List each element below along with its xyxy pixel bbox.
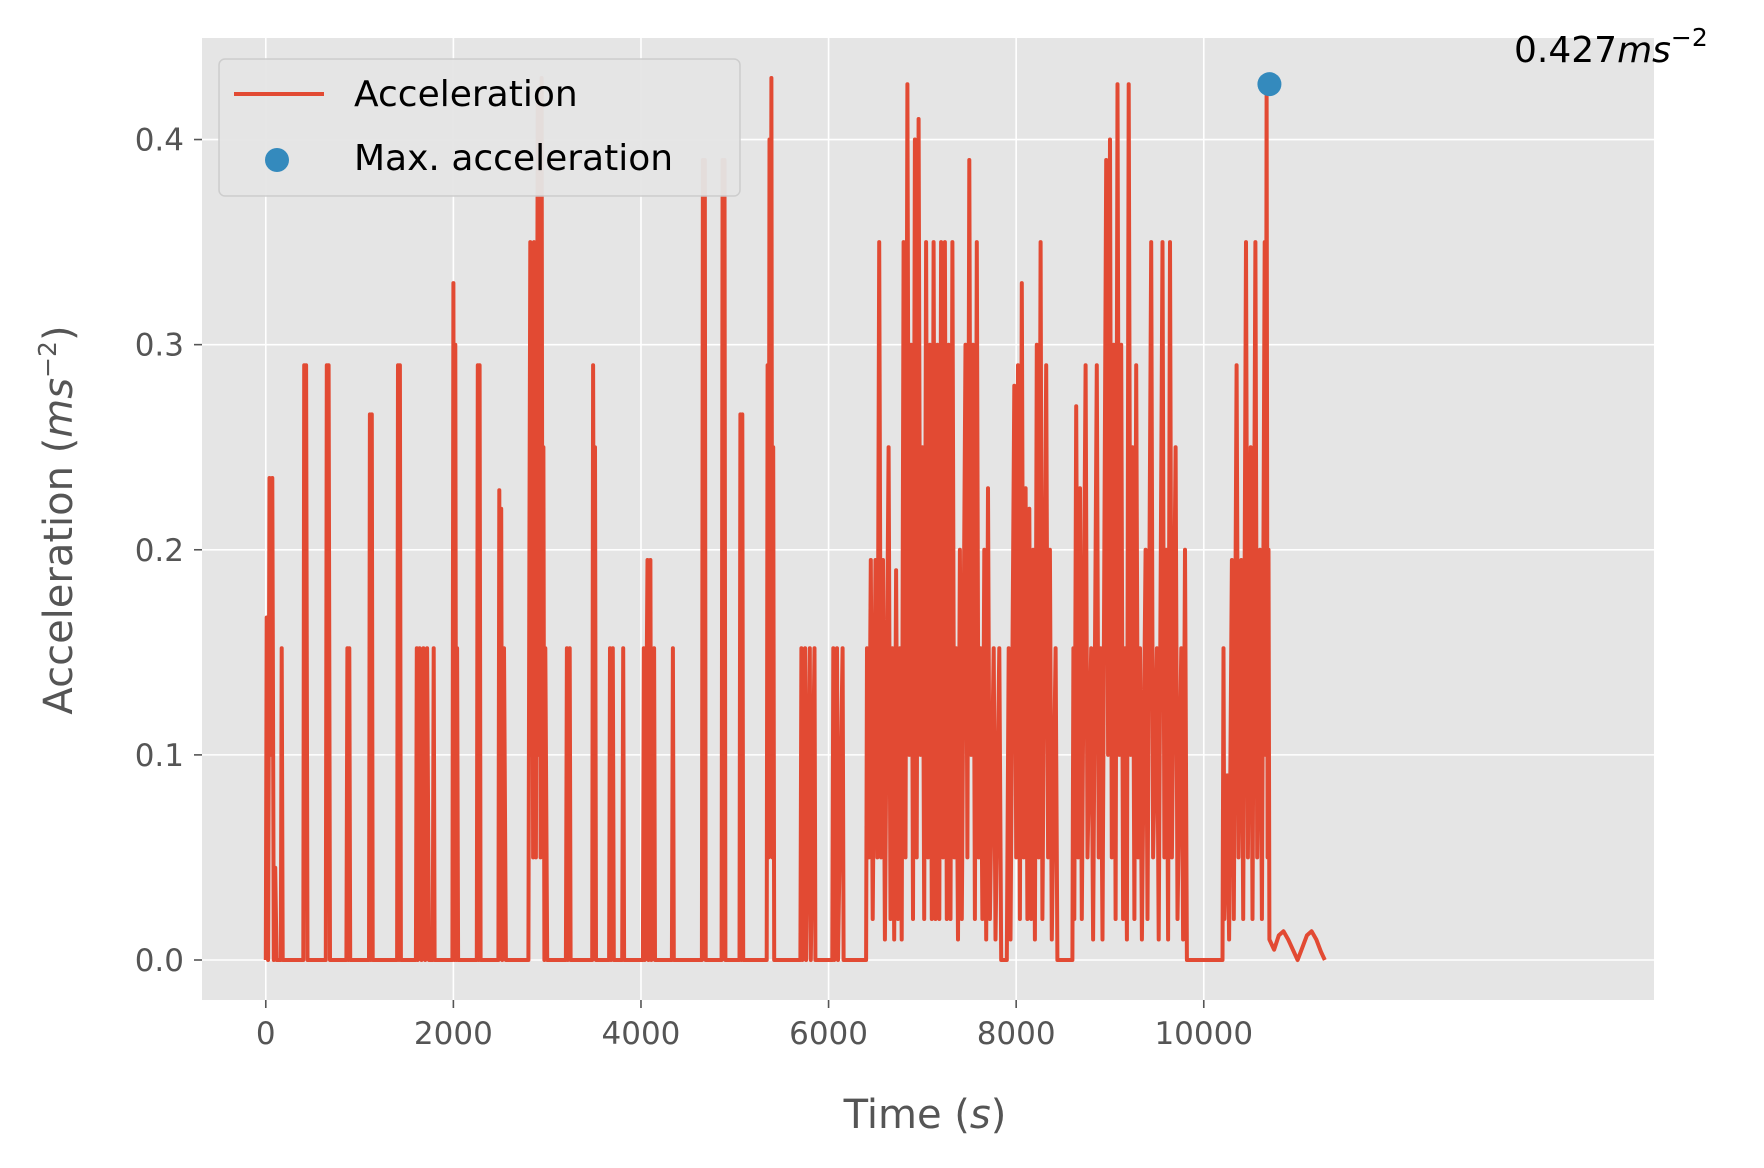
legend-marker-swatch: [265, 148, 289, 172]
y-axis-label: Acceleration (ms−2): [33, 325, 82, 714]
y-axis-label-text: Acceleration (: [36, 438, 82, 715]
x-axis-label-close: ): [991, 1092, 1007, 1138]
y-tick-label: 0.2: [135, 533, 184, 569]
x-tick-label: 0: [256, 1016, 276, 1052]
x-tick-label: 2000: [414, 1016, 493, 1052]
y-axis-label-sup: −2: [33, 341, 62, 378]
series-max-acceleration: [1257, 72, 1282, 97]
max-acceleration-point: [1257, 72, 1282, 97]
series-acceleration: [263, 76, 1327, 962]
y-tick-label: 0.1: [135, 738, 184, 774]
acceleration-line: [263, 76, 1327, 962]
x-axis-label: Time (s): [843, 1092, 1007, 1138]
x-tick-label: 4000: [602, 1016, 681, 1052]
y-axis-label-close: ): [36, 325, 82, 341]
legend-label-acceleration: Acceleration: [354, 74, 578, 115]
x-axis-ticks: 0 2000 4000 6000 8000 10000: [256, 1000, 1253, 1052]
legend-box: [218, 58, 741, 197]
y-axis-label-unit: ms: [36, 378, 82, 438]
x-tick-label: 8000: [977, 1016, 1056, 1052]
legend-label-max-acceleration: Max. acceleration: [354, 138, 673, 179]
max-annotation-value: 0.427: [1514, 30, 1617, 71]
max-annotation: 0.427ms−2: [1514, 23, 1708, 71]
legend: Acceleration Max. acceleration: [218, 58, 741, 197]
y-tick-label: 0.4: [135, 123, 184, 159]
y-axis-ticks: 0.0 0.1 0.2 0.3 0.4: [135, 123, 202, 979]
x-axis-label-text: Time (: [843, 1092, 970, 1138]
x-axis-label-unit: s: [970, 1092, 991, 1138]
y-tick-label: 0.3: [135, 328, 184, 364]
x-tick-label: 10000: [1154, 1016, 1253, 1052]
max-annotation-unit: ms: [1617, 30, 1671, 71]
max-annotation-sup: −2: [1671, 23, 1708, 52]
y-tick-label: 0.0: [135, 943, 184, 979]
x-tick-label: 6000: [789, 1016, 868, 1052]
